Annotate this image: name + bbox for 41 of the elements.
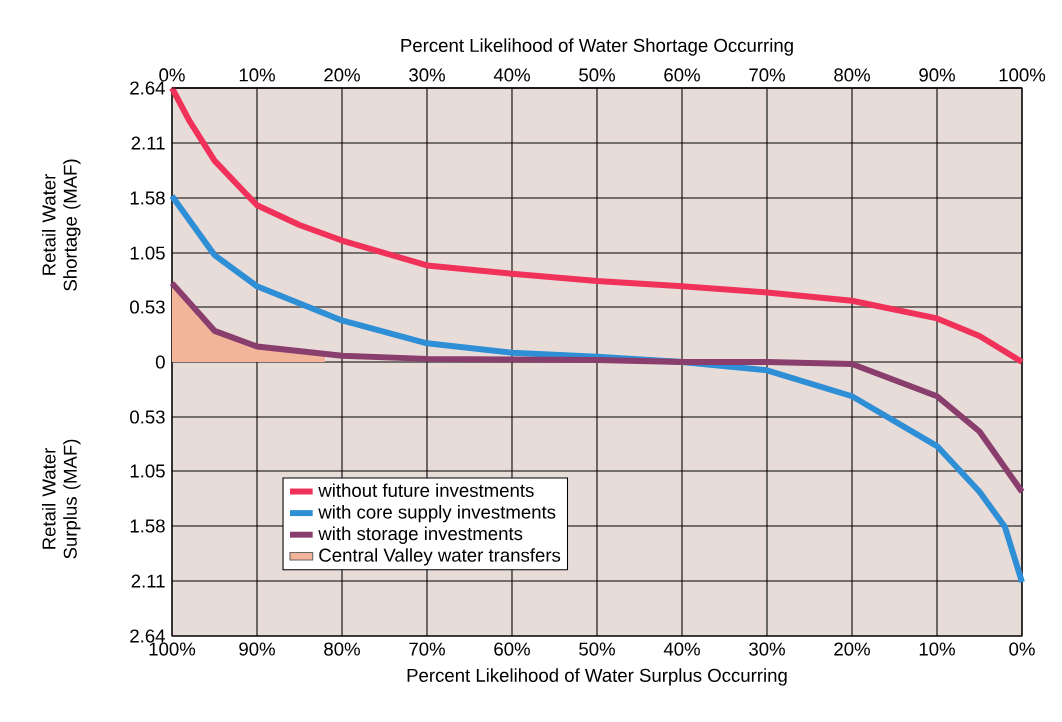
y-tick-label: 0 bbox=[155, 355, 165, 369]
y-tick-label: 0.53 bbox=[130, 300, 165, 314]
y-tick-label: 1.05 bbox=[130, 464, 165, 478]
x-tick-label: 20% bbox=[834, 642, 870, 656]
y-tick-label: 1.58 bbox=[130, 191, 165, 205]
y-tick-label: 2.64 bbox=[130, 629, 165, 643]
x2-tick-label: 20% bbox=[324, 68, 360, 82]
x-tick-label: 50% bbox=[579, 642, 615, 656]
x-tick-label: 10% bbox=[919, 642, 955, 656]
legend-label: Central Valley water transfers bbox=[319, 548, 561, 566]
y-tick-label: 2.11 bbox=[131, 574, 165, 588]
y-tick-label: 1.05 bbox=[130, 246, 165, 260]
x2-tick-label: 70% bbox=[749, 68, 785, 82]
x2-tick-label: 60% bbox=[664, 68, 700, 82]
text: Retail Water Surplus (MAF) bbox=[41, 439, 81, 559]
y-tick-label: 2.11 bbox=[131, 136, 165, 150]
x-axis-title: Percent Likelihood of Water Surplus Occurring bbox=[407, 668, 787, 686]
x-tick-label: 60% bbox=[494, 642, 530, 656]
x-tick-label: 0% bbox=[1009, 642, 1035, 656]
x2-tick-label: 10% bbox=[239, 68, 275, 82]
x2-tick-label: 90% bbox=[919, 68, 955, 82]
legend-label: with core supply investments bbox=[318, 504, 556, 523]
y-axis-title: Retail Water Shortage (MAF) bbox=[41, 159, 81, 291]
x2-tick-label: 30% bbox=[409, 68, 445, 82]
x2-tick-label: 0% bbox=[159, 68, 185, 82]
x-tick-label: 40% bbox=[663, 642, 700, 656]
legend-label: with storage investments bbox=[318, 526, 523, 544]
y-tick-label: 0.53 bbox=[130, 410, 165, 424]
x2-tick-label: 80% bbox=[834, 68, 870, 82]
x2-axis-title: Percent Likelihood of Water Shortage Occurring bbox=[401, 38, 793, 56]
x2-tick-label: 40% bbox=[493, 68, 530, 82]
y-tick-label: 1.58 bbox=[130, 519, 165, 533]
x-tick-label: 70% bbox=[409, 642, 445, 656]
x2-tick-label: 100% bbox=[999, 68, 1046, 82]
legend-label: without future investments bbox=[318, 483, 534, 498]
x-tick-label: 80% bbox=[324, 642, 360, 656]
x2-tick-label: 50% bbox=[579, 68, 615, 82]
y-tick-label: 2.64 bbox=[130, 81, 165, 95]
x-tick-label: 100% bbox=[149, 642, 196, 656]
x-tick-label: 30% bbox=[749, 642, 785, 656]
x-tick-label: 90% bbox=[239, 642, 275, 656]
